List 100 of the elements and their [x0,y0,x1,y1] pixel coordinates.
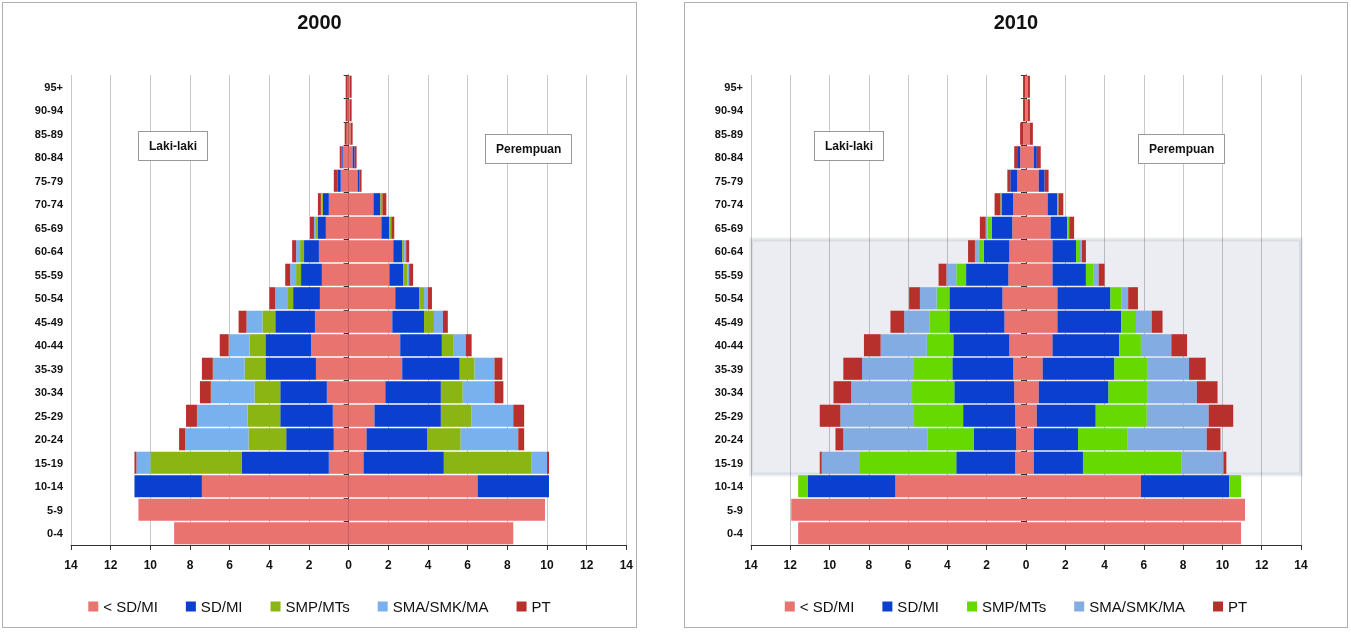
bar [290,263,297,286]
y-tick-label: 90-94 [714,104,744,117]
x-tick-label: 8 [186,558,194,572]
x-tick-label: 14 [619,558,634,572]
bar [1047,193,1058,216]
x-tick-label: 10 [1215,558,1230,572]
x-tick-label: 6 [226,558,234,572]
bar [936,287,950,310]
x-tick-label: 0 [1022,558,1030,572]
bar [890,310,905,333]
legend-label: PT [1228,598,1248,615]
y-tick-label: 60-64 [34,245,64,258]
bar [186,404,197,427]
bar [1229,475,1242,498]
bar [1007,169,1011,192]
bar [465,334,472,357]
y-tick-label: 50-54 [714,292,744,305]
bar [1110,287,1122,310]
bar [381,216,390,239]
bar [1128,287,1138,310]
bar [1171,334,1188,357]
bar [136,451,151,474]
bar [1098,263,1105,286]
y-tick-label: 35-39 [714,362,743,375]
bar [863,334,881,357]
bar [337,169,341,192]
bar [821,451,861,474]
x-tick-label: 2 [1061,558,1069,572]
x-tick-label: 12 [579,558,594,572]
y-tick-label: 5-9 [47,503,63,516]
y-tick-label: 40-44 [714,339,744,352]
y-tick-label: 10-14 [34,480,64,493]
bar [300,240,305,263]
bar [322,193,329,216]
y-tick-label: 70-74 [34,198,64,211]
bar [909,287,920,310]
y-tick-label: 20-24 [34,433,64,446]
bar [382,193,387,216]
bar [860,451,957,474]
bar [946,263,957,286]
bar [442,310,448,333]
x-tick-label: 12 [783,558,798,572]
x-tick-label: 4 [944,558,952,572]
bar [1033,146,1037,169]
bar [1082,451,1182,474]
legend-label: SMA/SMK/MA [1089,598,1186,615]
x-tick-label: 14 [744,558,758,572]
y-tick-label: 40-44 [34,339,64,352]
bar [134,475,202,498]
bar [1181,451,1224,474]
x-tick-label: 8 [865,558,873,572]
x-tick-label: 14 [64,558,78,572]
bar [1069,216,1075,239]
bar [393,240,403,263]
x-tick-label: 4 [265,558,273,572]
chart-title: 2010 [993,11,1039,33]
bar [419,287,425,310]
y-tick-label: 85-89 [714,127,743,140]
bar [1151,310,1163,333]
y-tick-label: 60-64 [714,245,744,258]
y-tick-label: 0-4 [47,527,64,540]
y-tick-label: 65-69 [34,221,63,234]
x-tick-label: 6 [464,558,472,572]
x-tick-label: 4 [424,558,432,572]
y-tick-label: 45-49 [714,315,743,328]
bar [428,287,432,310]
y-tick-label: 30-34 [34,386,64,399]
y-tick-label: 70-74 [714,198,744,211]
bar [1076,240,1081,263]
bar [287,287,294,310]
chart-title: 2000 [297,11,342,33]
y-tick-label: 90-94 [34,104,64,117]
bar [453,334,466,357]
bar [1033,451,1083,474]
bar [968,240,975,263]
y-tick-label: 55-59 [34,268,63,281]
legend-label: PT [531,598,551,615]
bar [1038,169,1045,192]
bar [373,193,381,216]
x-tick-label: 4 [1101,558,1109,572]
y-tick-label: 75-79 [714,174,743,187]
y-tick-label: 0-4 [727,527,744,540]
annotation: Perempuan [485,134,573,164]
bar [1121,287,1129,310]
bar [956,263,967,286]
legend-label: SD/MI [897,598,940,615]
y-tick-label: 25-29 [34,409,63,422]
bar [443,451,532,474]
bar [309,216,314,239]
bar [1058,193,1064,216]
bar [238,310,247,333]
bar [1140,475,1230,498]
y-tick-label: 25-29 [714,409,743,422]
x-tick-label: 2 [305,558,313,572]
y-tick-label: 50-54 [34,292,64,305]
bar [1093,263,1099,286]
x-tick-label: 0 [345,558,353,572]
bar [477,475,549,498]
y-tick-label: 85-89 [34,127,63,140]
x-tick-label: 10 [822,558,837,572]
